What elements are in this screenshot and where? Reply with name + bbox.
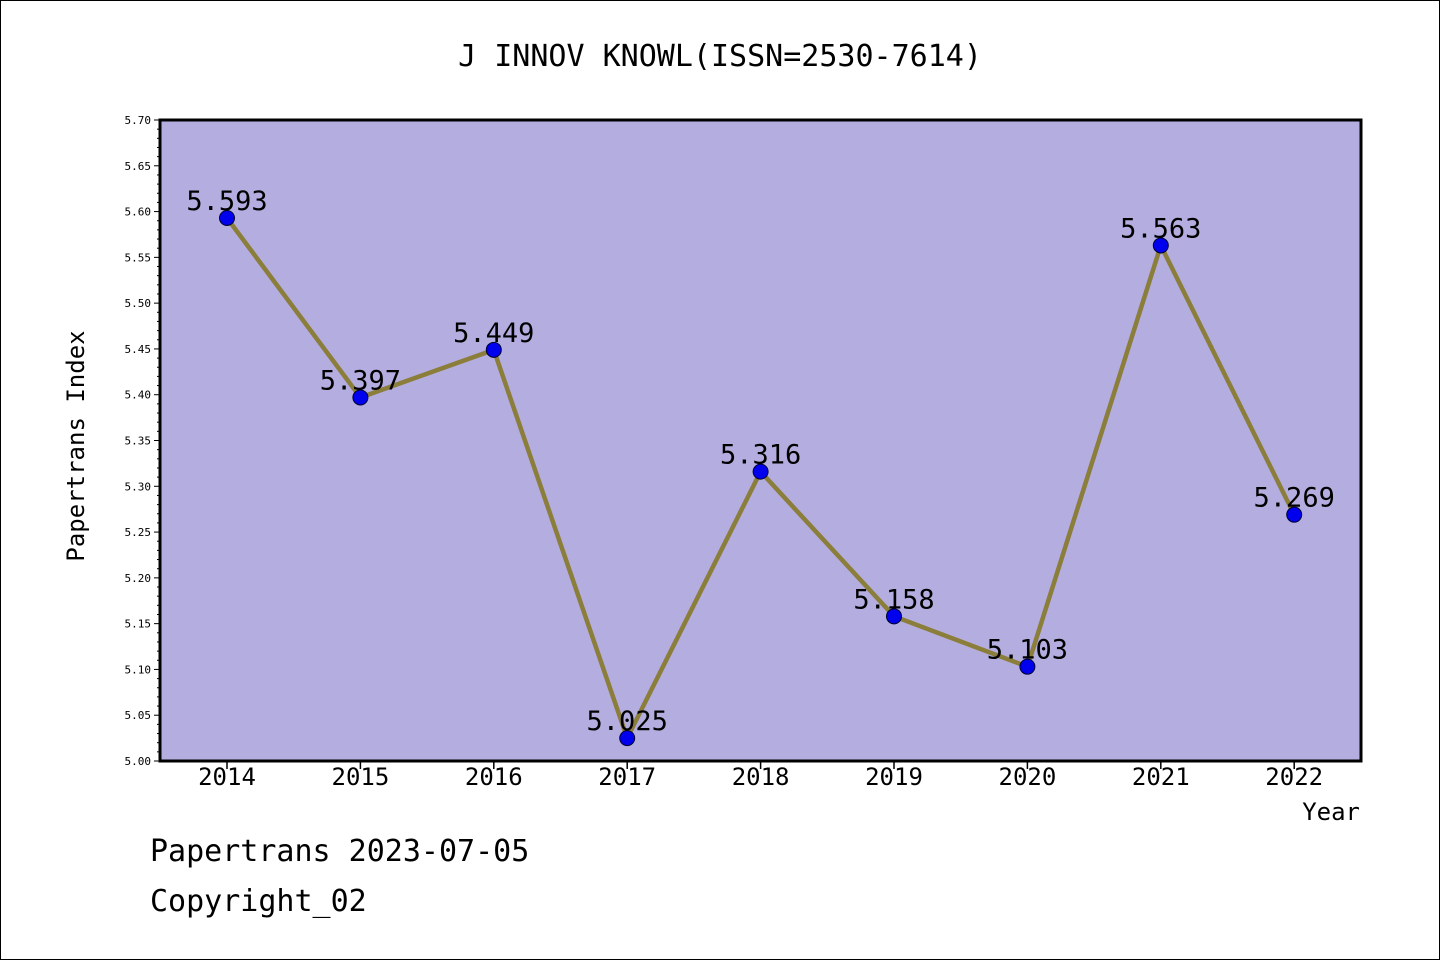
x-axis-label: Year (1302, 798, 1360, 826)
data-point (219, 209, 235, 226)
y-axis: 5.00 5.05 5.10 5.15 5.20 5.25 5.30 5.35 5.40 5.45… (125, 114, 160, 768)
plot-border (158, 118, 1363, 763)
footer-date: Papertrans 2023-07-05 (150, 834, 530, 869)
y-tick-label: 5.10 (125, 663, 152, 676)
data-label: 5.316 (720, 440, 801, 471)
y-tick-label: 5.30 (125, 480, 152, 493)
data-point (1286, 506, 1303, 523)
y-tick-label: 5.60 (125, 206, 152, 219)
data-point (1152, 237, 1169, 254)
y-tick-label: 5.45 (125, 343, 152, 356)
data-label: 5.103 (987, 635, 1068, 666)
x-tick-label: 2022 (1265, 763, 1323, 791)
data-label: 5.269 (1254, 483, 1335, 514)
x-tick-label: 2021 (1132, 763, 1190, 791)
y-tick-label: 5.35 (125, 435, 152, 448)
data-point (485, 341, 502, 358)
y-tick-label: 5.55 (125, 251, 152, 264)
data-point (352, 389, 369, 406)
y-tick-label: 5.20 (125, 572, 152, 585)
x-tick-label: 2018 (732, 763, 790, 791)
plot-area (160, 120, 1361, 761)
y-tick-label: 5.00 (125, 755, 152, 768)
x-axis: 2014 2015 2016 2017 2018 2019 2020 2021 2022 (198, 761, 1323, 791)
data-label: 5.397 (320, 365, 401, 396)
y-axis-label: Papertrans Index (62, 330, 90, 561)
chart-title: J INNOV KNOWL(ISSN=2530-7614) (458, 39, 982, 74)
data-label: 5.025 (587, 706, 668, 737)
data-point (1019, 658, 1036, 675)
y-tick-label: 5.50 (125, 297, 152, 310)
data-point (752, 463, 769, 480)
x-tick-label: 2016 (465, 763, 523, 791)
data-point (886, 608, 902, 625)
data-label: 5.449 (453, 318, 534, 349)
data-labels: 5.593 5.397 5.449 5.025 5.316 5.158 5.103 5.563… (186, 186, 1334, 737)
data-label: 5.593 (186, 186, 267, 217)
series-markers (219, 209, 1303, 747)
x-tick-label: 2019 (865, 763, 923, 791)
data-label: 5.563 (1120, 213, 1201, 244)
y-tick-label: 5.65 (125, 160, 152, 173)
y-tick-label: 5.15 (125, 618, 152, 631)
data-point (619, 730, 636, 747)
y-tick-label: 5.40 (125, 389, 152, 402)
x-tick-label: 2020 (999, 763, 1057, 791)
x-tick-label: 2015 (332, 763, 390, 791)
y-tick-label: 5.25 (125, 526, 152, 539)
y-tick-label: 5.70 (125, 114, 152, 127)
data-label: 5.158 (853, 584, 934, 615)
y-tick-label: 5.05 (125, 709, 152, 722)
x-tick-label: 2017 (598, 763, 656, 791)
footer-copyright: Copyright_02 (150, 884, 367, 919)
x-tick-label: 2014 (198, 763, 256, 791)
